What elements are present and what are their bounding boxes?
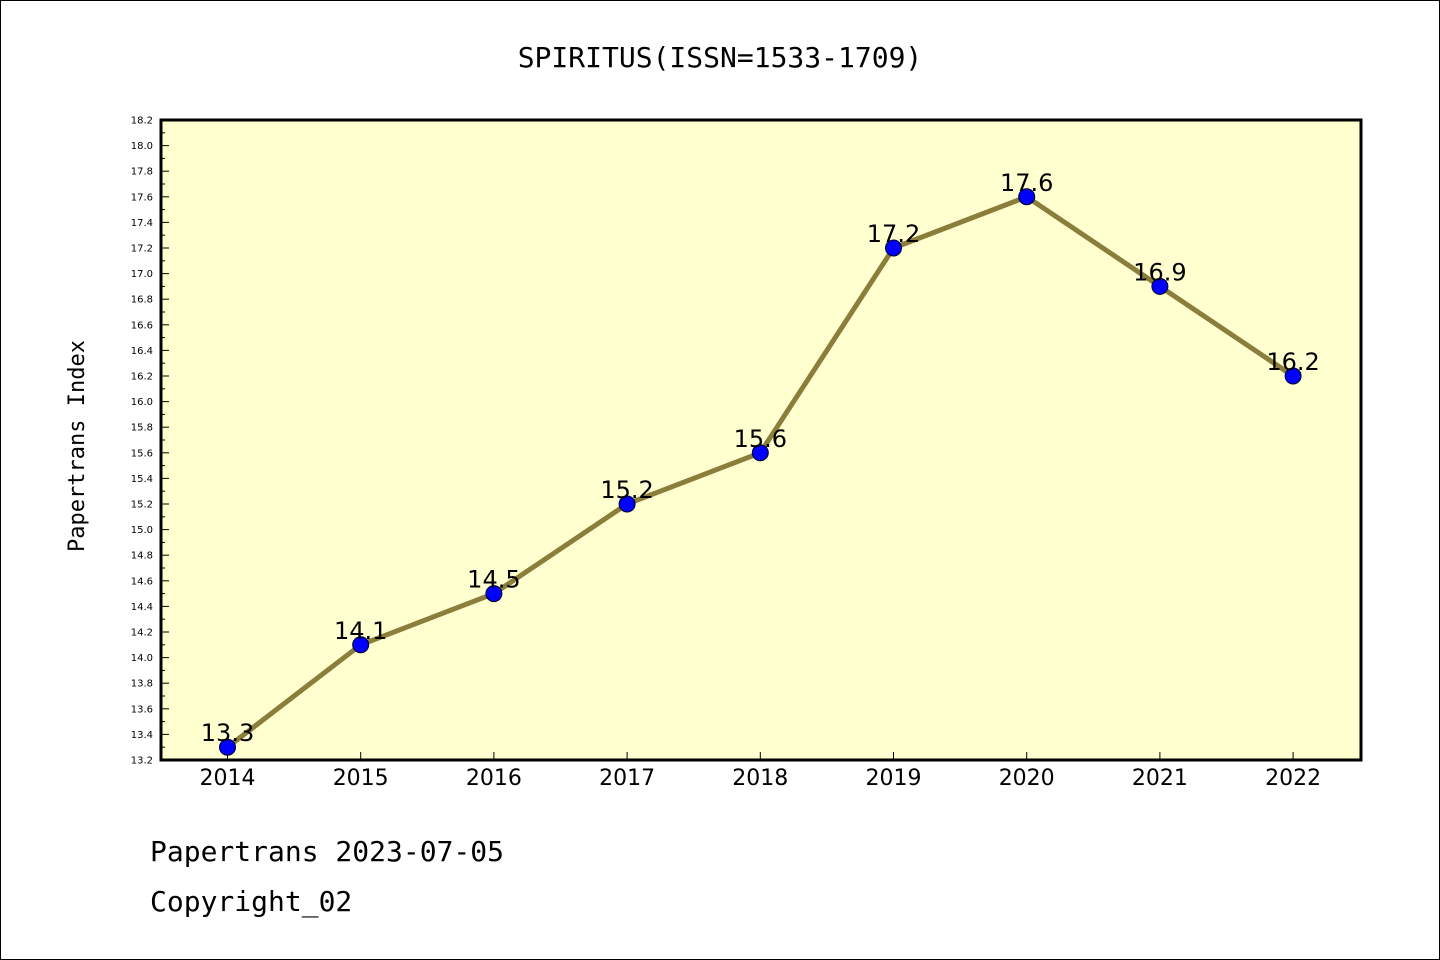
y-tick-label: 14.6 [131,576,153,587]
y-tick-label: 17.8 [131,167,153,178]
x-tick-label: 2016 [466,766,522,791]
y-tick-label: 16.2 [131,372,153,383]
y-tick-label: 17.4 [131,218,153,229]
data-labels: 13.3 14.1 14.5 15.2 15.6 17.2 17.6 16.9 16.2 [201,169,1320,747]
series [219,188,1302,756]
y-tick-label: 17.2 [131,244,153,255]
data-label: 16.2 [1266,348,1319,376]
y-axis-label: Papertrans Index [65,340,90,552]
data-label: 15.2 [600,476,653,504]
y-axis-ticks: 13.2 13.4 13.6 13.8 14.0 14.2 14.4 14.6 14.8 15.0… [131,116,169,767]
y-tick-label: 15.0 [131,525,153,536]
x-tick-label: 2022 [1265,766,1321,791]
x-tick-label: 2019 [866,766,922,791]
x-tick-label: 2017 [599,766,655,791]
data-label: 16.9 [1133,258,1186,286]
plot-area [159,118,1363,762]
x-tick-label: 2015 [333,766,389,791]
data-point [352,636,370,654]
data-point [219,738,236,756]
y-tick-label: 13.2 [131,756,153,767]
x-tick-label: 2018 [732,766,788,791]
y-tick-label: 13.8 [131,679,153,690]
data-label: 14.5 [467,566,520,594]
y-tick-label: 17.6 [131,192,153,203]
data-point [1151,277,1169,295]
data-label: 14.1 [334,617,387,645]
y-tick-label: 16.0 [131,397,153,408]
data-point [618,495,636,513]
x-tick-label: 2021 [1132,766,1188,791]
x-tick-label: 2020 [999,766,1055,791]
data-label: 13.3 [201,719,254,747]
y-tick-label: 13.4 [131,730,153,741]
data-point [1018,188,1036,206]
y-tick-label: 15.6 [131,448,153,459]
data-point [1284,367,1302,385]
y-tick-label: 18.0 [131,141,153,152]
x-tick-label: 2014 [200,766,256,791]
y-tick-label: 13.6 [131,704,153,715]
y-tick-label: 16.4 [131,346,153,357]
y-tick-label: 16.8 [131,295,153,306]
y-tick-label: 14.8 [131,551,153,562]
y-tick-label: 14.0 [131,653,153,664]
y-tick-label: 15.2 [131,500,153,511]
data-point [751,444,769,462]
x-axis-ticks: 2014 2015 2016 2017 2018 2019 2020 2021 2022 [200,752,1321,791]
footer-date: Papertrans 2023-07-05 [150,835,505,868]
data-label: 17.6 [1000,169,1053,197]
footer-copyright: Copyright_02 [150,885,353,918]
y-tick-label: 15.4 [131,474,153,485]
y-tick-label: 16.6 [131,320,153,331]
data-point [885,239,902,257]
y-tick-label: 17.0 [131,269,153,280]
y-tick-label: 15.8 [131,423,153,434]
y-tick-label: 14.2 [131,628,153,639]
data-label: 17.2 [867,220,920,248]
data-label: 15.6 [734,425,787,453]
chart-title: SPIRITUS(ISSN=1533-1709) [518,41,923,74]
data-point [485,585,503,603]
y-tick-label: 18.2 [131,116,153,127]
y-tick-label: 14.4 [131,602,153,613]
